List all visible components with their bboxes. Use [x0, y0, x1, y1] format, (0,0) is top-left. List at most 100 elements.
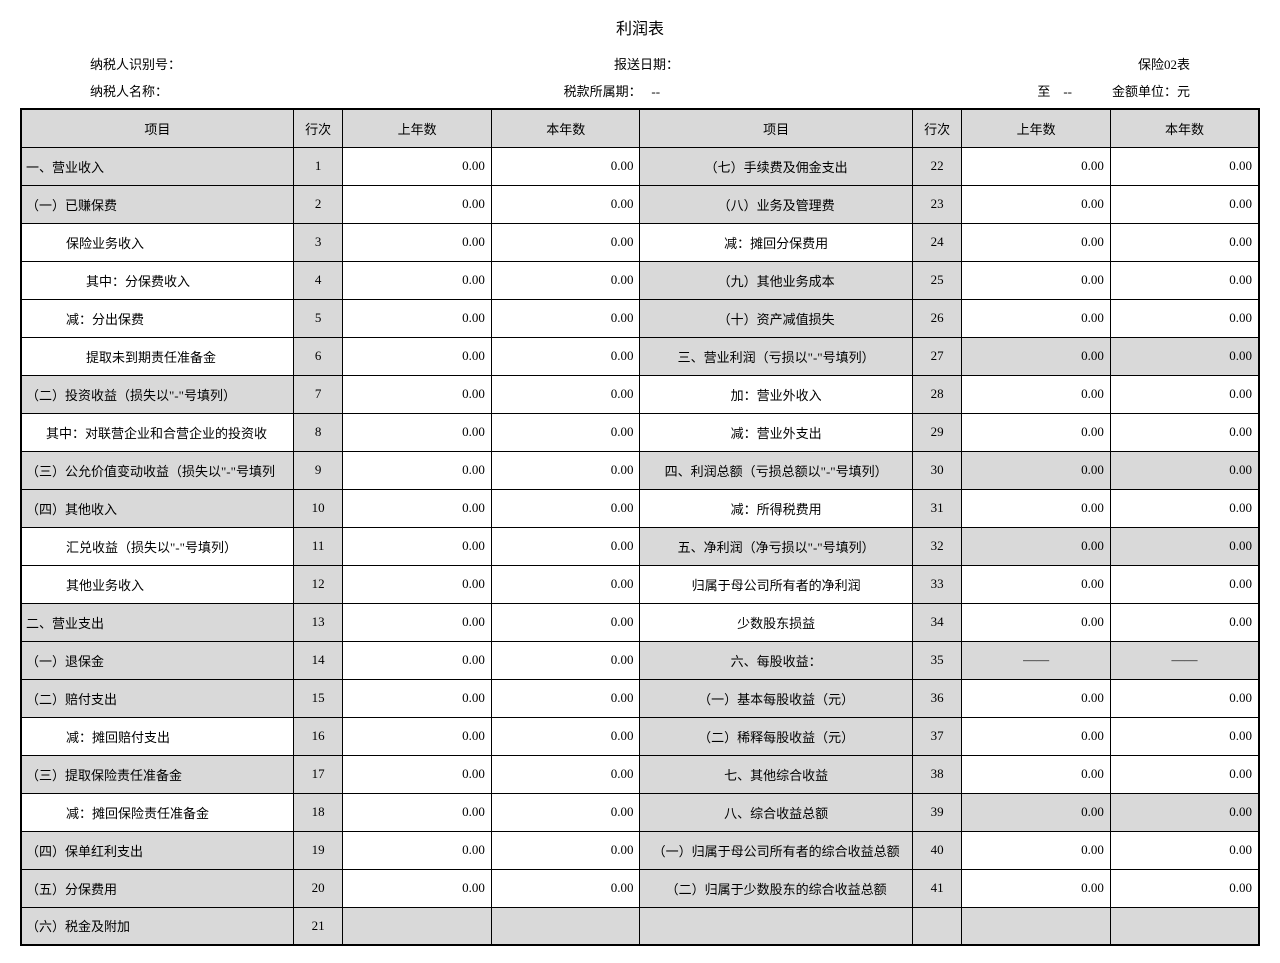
cell-curr: 0.00 — [1110, 261, 1259, 299]
cell-line: 39 — [912, 793, 962, 831]
cell-prev: 0.00 — [962, 869, 1111, 907]
cell-line: 38 — [912, 755, 962, 793]
cell-prev: 0.00 — [962, 147, 1111, 185]
cell-prev: 0.00 — [962, 261, 1111, 299]
cell-item: 其中：对联营企业和合营企业的投资收 — [21, 413, 293, 451]
table-row: （六）税金及附加21 — [21, 907, 1259, 945]
cell-curr: 0.00 — [491, 147, 640, 185]
cell-curr: 0.00 — [1110, 185, 1259, 223]
cell-line: 7 — [293, 375, 343, 413]
cell-prev — [343, 907, 492, 945]
cell-item: （二）赔付支出 — [21, 679, 293, 717]
cell-item: 六、每股收益： — [640, 641, 912, 679]
cell-curr: 0.00 — [1110, 299, 1259, 337]
table-row: 二、营业支出130.000.00少数股东损益340.000.00 — [21, 603, 1259, 641]
cell-item: （三）公允价值变动收益（损失以"-"号填列 — [21, 451, 293, 489]
cell-item: （一）已赚保费 — [21, 185, 293, 223]
cell-line: 16 — [293, 717, 343, 755]
cell-prev: 0.00 — [962, 527, 1111, 565]
cell-prev: 0.00 — [962, 223, 1111, 261]
table-row: 保险业务收入30.000.00减：摊回分保费用240.000.00 — [21, 223, 1259, 261]
cell-prev: 0.00 — [962, 603, 1111, 641]
cell-curr — [1110, 907, 1259, 945]
cell-item: 四、利润总额（亏损总额以"-"号填列） — [640, 451, 912, 489]
income-statement-table: 项目 行次 上年数 本年数 项目 行次 上年数 本年数 一、营业收入10.000… — [20, 108, 1260, 946]
cell-item: 提取未到期责任准备金 — [21, 337, 293, 375]
cell-curr: 0.00 — [491, 641, 640, 679]
period-to-block: 至 -- — [1037, 81, 1112, 100]
cell-item: （一）退保金 — [21, 641, 293, 679]
table-row: （五）分保费用200.000.00（二）归属于少数股东的综合收益总额410.00… — [21, 869, 1259, 907]
cell-prev: 0.00 — [962, 185, 1111, 223]
cell-item: （九）其他业务成本 — [640, 261, 912, 299]
cell-line: 8 — [293, 413, 343, 451]
table-row: 其中：分保费收入40.000.00（九）其他业务成本250.000.00 — [21, 261, 1259, 299]
cell-line: 11 — [293, 527, 343, 565]
period-from: -- — [651, 84, 660, 99]
table-row: （四）保单红利支出190.000.00（一）归属于母公司所有者的综合收益总额40… — [21, 831, 1259, 869]
cell-item: 汇兑收益（损失以"-"号填列） — [21, 527, 293, 565]
cell-line: 22 — [912, 147, 962, 185]
table-row: 减：摊回赔付支出160.000.00（二）稀释每股收益（元）370.000.00 — [21, 717, 1259, 755]
hdr-prev-l: 上年数 — [343, 109, 492, 147]
cell-line: 35 — [912, 641, 962, 679]
cell-line: 23 — [912, 185, 962, 223]
to-label: 至 — [1037, 84, 1050, 99]
hdr-item-l: 项目 — [21, 109, 293, 147]
cell-prev: 0.00 — [962, 451, 1111, 489]
currency-label: 金额单位：元 — [1112, 81, 1190, 100]
cell-item: 七、其他综合收益 — [640, 755, 912, 793]
cell-line: 14 — [293, 641, 343, 679]
cell-item: （三）提取保险责任准备金 — [21, 755, 293, 793]
cell-prev: 0.00 — [962, 299, 1111, 337]
cell-curr: 0.00 — [491, 489, 640, 527]
cell-item: （八）业务及管理费 — [640, 185, 912, 223]
cell-prev: 0.00 — [343, 641, 492, 679]
cell-item: 少数股东损益 — [640, 603, 912, 641]
cell-item: （一）归属于母公司所有者的综合收益总额 — [640, 831, 912, 869]
cell-curr: —— — [1110, 641, 1259, 679]
cell-line: 15 — [293, 679, 343, 717]
cell-curr: 0.00 — [491, 679, 640, 717]
cell-prev: 0.00 — [343, 451, 492, 489]
hdr-curr-r: 本年数 — [1110, 109, 1259, 147]
cell-line: 37 — [912, 717, 962, 755]
cell-item: 五、净利润（净亏损以"-"号填列） — [640, 527, 912, 565]
cell-prev: 0.00 — [343, 717, 492, 755]
cell-prev: 0.00 — [343, 337, 492, 375]
cell-item: 三、营业利润（亏损以"-"号填列） — [640, 337, 912, 375]
cell-curr: 0.00 — [1110, 413, 1259, 451]
cell-item: 一、营业收入 — [21, 147, 293, 185]
cell-curr: 0.00 — [1110, 831, 1259, 869]
tax-period: 税款所属期： -- — [564, 81, 1038, 100]
table-row: （三）公允价值变动收益（损失以"-"号填列90.000.00四、利润总额（亏损总… — [21, 451, 1259, 489]
cell-curr: 0.00 — [491, 299, 640, 337]
meta-row-2: 纳税人名称： 税款所属期： -- 至 -- 金额单位：元 — [20, 81, 1260, 100]
cell-line: 3 — [293, 223, 343, 261]
cell-line: 24 — [912, 223, 962, 261]
cell-curr: 0.00 — [1110, 755, 1259, 793]
cell-curr: 0.00 — [491, 223, 640, 261]
cell-curr: 0.00 — [1110, 527, 1259, 565]
cell-prev: 0.00 — [962, 831, 1111, 869]
cell-curr: 0.00 — [1110, 147, 1259, 185]
cell-line: 31 — [912, 489, 962, 527]
cell-prev: 0.00 — [343, 375, 492, 413]
taxpayer-name-label: 纳税人名称： — [90, 81, 564, 100]
table-row: （四）其他收入100.000.00减：所得税费用310.000.00 — [21, 489, 1259, 527]
cell-line: 33 — [912, 565, 962, 603]
cell-prev: 0.00 — [343, 565, 492, 603]
cell-curr: 0.00 — [491, 755, 640, 793]
cell-curr: 0.00 — [1110, 717, 1259, 755]
cell-item: （六）税金及附加 — [21, 907, 293, 945]
cell-item: （二）投资收益（损失以"-"号填列） — [21, 375, 293, 413]
cell-prev: 0.00 — [343, 755, 492, 793]
cell-line — [912, 907, 962, 945]
cell-line: 2 — [293, 185, 343, 223]
cell-prev — [962, 907, 1111, 945]
cell-line: 29 — [912, 413, 962, 451]
tax-period-label: 税款所属期： — [564, 84, 642, 99]
cell-curr: 0.00 — [491, 527, 640, 565]
table-header-row: 项目 行次 上年数 本年数 项目 行次 上年数 本年数 — [21, 109, 1259, 147]
cell-prev: 0.00 — [343, 223, 492, 261]
